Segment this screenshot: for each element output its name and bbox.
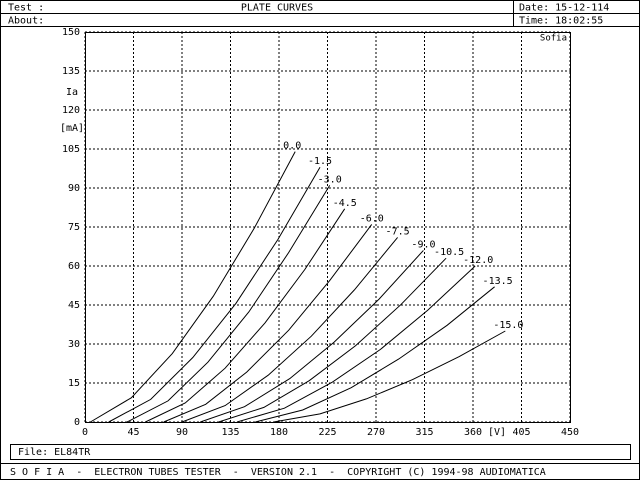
curve-label: -10.5 (434, 247, 464, 258)
y-tick-label: 120 (62, 105, 80, 116)
x-axis-label: [V] (488, 427, 506, 438)
about-label: About: (8, 16, 44, 27)
y-tick-label: 90 (68, 183, 80, 194)
footer: S O F I A - ELECTRON TUBES TESTER - VERS… (10, 467, 546, 478)
x-tick-label: 360 (464, 427, 482, 438)
plate-curve (108, 166, 321, 423)
curve-label: 0.0 (283, 141, 301, 152)
plate-curve (255, 286, 495, 423)
plate-curve (145, 208, 346, 423)
y-tick-label: 105 (62, 144, 80, 155)
x-tick-label: 270 (367, 427, 385, 438)
title: PLATE CURVES (241, 3, 313, 14)
curve-label: -3.0 (318, 174, 342, 185)
y-tick-label: 15 (68, 378, 80, 389)
time: Time: 18:02:55 (519, 16, 603, 27)
y-tick-label: 0 (74, 417, 80, 428)
file-box (10, 444, 631, 460)
y-tick-label: 60 (68, 261, 80, 272)
plate-curve (218, 257, 447, 423)
curve-label: -6.0 (360, 213, 384, 224)
watermark: Sofia (540, 34, 567, 44)
plot-frame (85, 32, 571, 423)
plate-curve (273, 330, 506, 423)
y-axis-unit: [mA] (60, 123, 84, 134)
y-tick-label: 75 (68, 222, 80, 233)
x-tick-label: 0 (82, 427, 88, 438)
plate-curve (236, 265, 476, 423)
curve-label: -9.0 (411, 239, 435, 250)
x-tick-label: 405 (512, 427, 530, 438)
y-tick-label: 150 (62, 27, 80, 38)
x-tick-label: 225 (318, 427, 336, 438)
plate-curve (163, 224, 373, 423)
curve-label: -12.0 (463, 255, 493, 266)
curve-label: -13.5 (483, 276, 513, 287)
x-tick-label: 90 (176, 427, 188, 438)
plot: 0 45 90 135 180 225 270 315 360 405 450 0 15 30 45 60 75… (60, 27, 579, 438)
x-tick-label: 315 (415, 427, 433, 438)
y-tick-label: 45 (68, 300, 80, 311)
curve-label: -7.5 (386, 226, 410, 237)
x-tick-label: 135 (221, 427, 239, 438)
y-tick-label: 30 (68, 339, 80, 350)
date: Date: 15-12-114 (519, 3, 609, 14)
plate-curve (181, 237, 398, 423)
plate-curve (90, 151, 296, 423)
x-tick-label: 45 (127, 427, 139, 438)
x-tick-label: 180 (270, 427, 288, 438)
plate-curve (200, 250, 424, 423)
curve-label: -15.0 (493, 320, 523, 331)
y-axis-label: Ia (66, 87, 78, 98)
x-tick-label: 450 (561, 427, 579, 438)
test-label: Test : (8, 3, 44, 14)
curve-label: -4.5 (333, 198, 357, 209)
file-name: File: EL84TR (18, 447, 91, 458)
plate-curve (126, 185, 331, 423)
curve-label: -1.5 (308, 156, 332, 167)
y-tick-label: 135 (62, 66, 80, 77)
